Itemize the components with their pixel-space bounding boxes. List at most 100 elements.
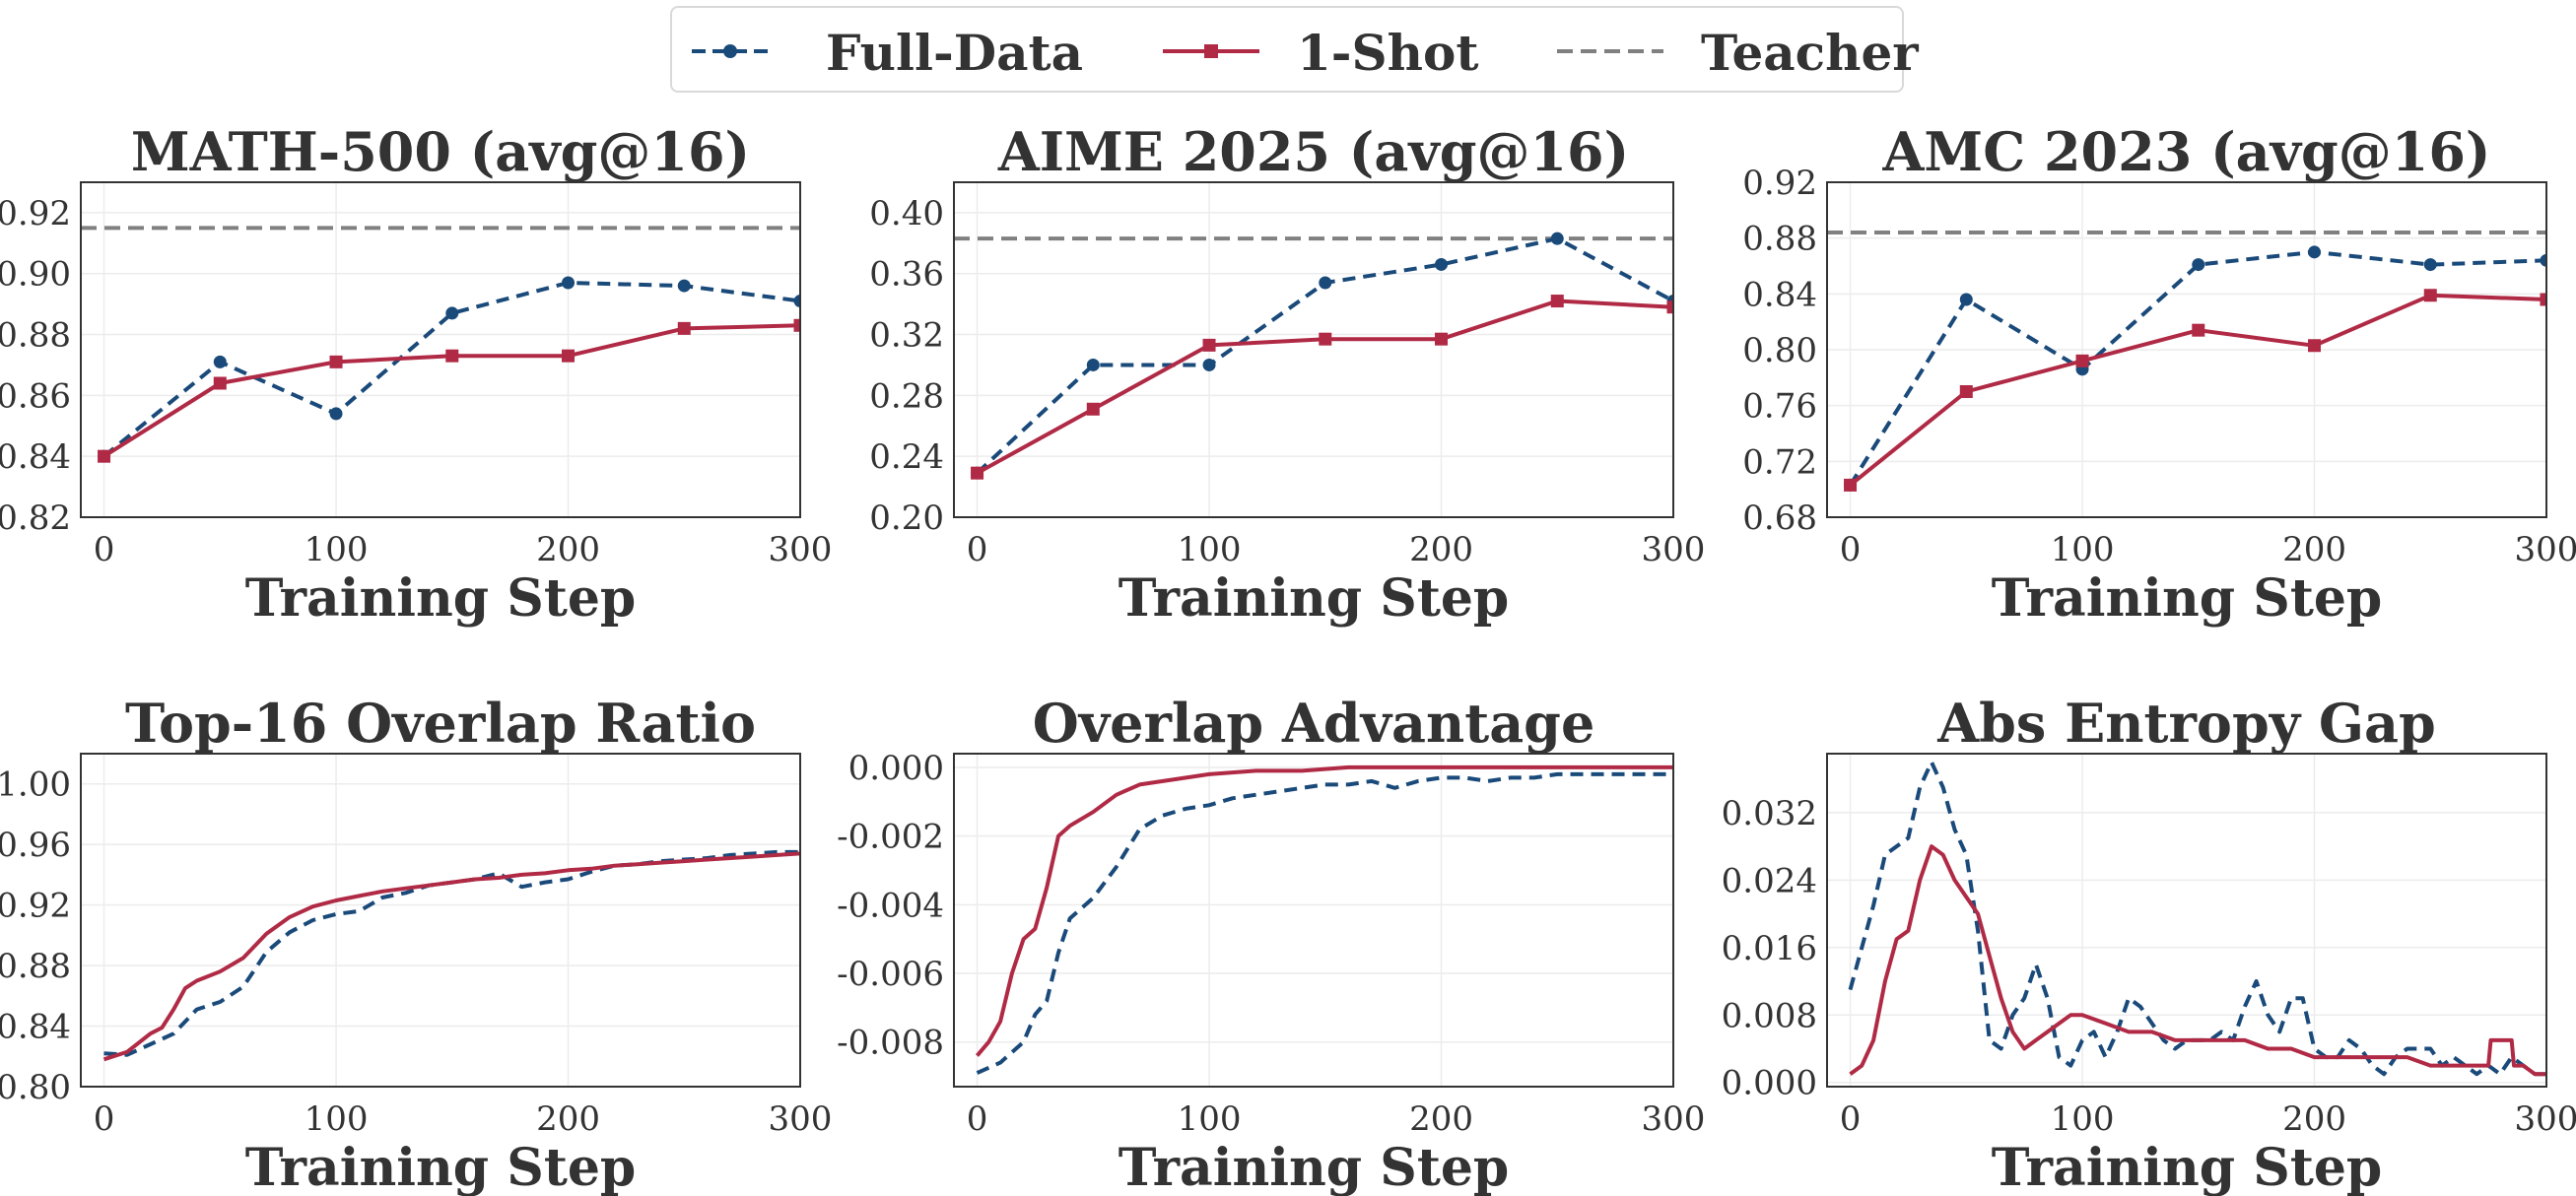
data-point-1-shot (329, 355, 343, 368)
x-tick-label: 0 (967, 530, 988, 569)
x-tick-label: 0 (1840, 530, 1862, 569)
x-tick-label: 200 (2282, 1099, 2346, 1139)
data-point-1-shot (1666, 300, 1673, 314)
data-point-1-shot (2308, 339, 2322, 353)
data-point-full-data (2192, 258, 2205, 272)
y-tick-label: 0.86 (0, 376, 71, 416)
data-point-1-shot (2192, 323, 2205, 337)
legend: Full-Data 1-Shot Teacher (670, 6, 1919, 93)
x-axis-label: Training Step (1119, 1138, 1510, 1196)
x-tick-label: 300 (1642, 530, 1706, 569)
y-tick-label: 0.008 (1722, 996, 1817, 1035)
x-tick-label: 200 (1409, 530, 1473, 569)
chart-top-16-overlap-ratio: 0.80 0.84 0.88 0.92 0.96 1.00 0 100 200 300 Traini… (0, 692, 832, 1196)
y-tick-label: 0.80 (1742, 331, 1817, 370)
y-tick-label: 0.84 (0, 1008, 71, 1047)
series-line-1-shot (102, 323, 800, 458)
series-line-full-data (1848, 760, 2546, 1077)
data-point-full-data (562, 276, 576, 290)
data-point-full-data (793, 295, 800, 308)
data-point-1-shot (971, 466, 984, 480)
x-tick-label: 100 (305, 530, 369, 569)
data-point-full-data (1550, 232, 1564, 245)
y-tick-label: 0.88 (0, 947, 71, 986)
x-tick-label: 0 (94, 530, 115, 569)
chart-title: Abs Entropy Gap (1936, 692, 2436, 755)
x-tick-label: 0 (94, 1099, 115, 1139)
x-tick-label: 300 (2515, 1099, 2576, 1139)
data-point-1-shot (213, 376, 227, 390)
data-point-1-shot (1319, 332, 1332, 346)
series-line-1-shot (102, 851, 800, 1062)
x-tick-label: 0 (967, 1099, 988, 1139)
x-axis-label: Training Step (245, 568, 637, 629)
data-point-1-shot (445, 349, 459, 363)
data-point-full-data (1959, 293, 1973, 306)
x-tick-label: 200 (536, 530, 600, 569)
data-point-full-data (329, 407, 343, 421)
plot-frame (1826, 181, 2547, 518)
y-tick-label: 1.00 (0, 765, 71, 805)
y-tick-label: 0.80 (0, 1068, 71, 1107)
y-tick-label: 0.92 (0, 194, 71, 233)
data-point-1-shot (1202, 338, 1216, 352)
legend-label-teacher: Teacher (1701, 24, 1919, 82)
x-tick-label: 300 (2515, 530, 2576, 569)
x-axis-label: Training Step (1992, 568, 2383, 629)
chart-title: Top-16 Overlap Ratio (125, 692, 756, 755)
x-tick-label: 100 (1178, 1099, 1242, 1139)
x-axis-label: Training Step (245, 1138, 637, 1196)
data-point-full-data (1086, 358, 1100, 371)
chart-aime-2025-avg-16: 0.20 0.24 0.28 0.32 0.36 0.40 0 100 200 300 Traini… (869, 120, 1705, 629)
data-point-full-data (1435, 257, 1449, 271)
data-point-1-shot (1959, 385, 1973, 398)
chart-title: AIME 2025 (avg@16) (997, 120, 1629, 183)
y-tick-label: 0.92 (0, 887, 71, 926)
y-tick-label: 0.84 (1742, 275, 1817, 314)
series-line-1-shot (976, 299, 1673, 475)
series-line-full-data (1848, 249, 2546, 487)
data-point-full-data (2308, 245, 2322, 259)
y-tick-label: 0.96 (0, 826, 71, 865)
plot-frame (80, 753, 801, 1088)
y-tick-label: -0.004 (837, 886, 944, 925)
chart-title: AMC 2023 (avg@16) (1882, 120, 2491, 183)
plot-frame (1826, 753, 2547, 1088)
y-tick-label: 0.024 (1722, 861, 1817, 900)
x-tick-label: 200 (2282, 530, 2346, 569)
y-tick-label: 0.24 (869, 437, 944, 477)
x-tick-label: 300 (769, 1099, 833, 1139)
data-point-1-shot (2075, 354, 2089, 367)
x-tick-label: 100 (2051, 530, 2115, 569)
x-tick-label: 200 (536, 1099, 600, 1139)
y-tick-label: 0.40 (869, 194, 944, 233)
x-tick-label: 100 (305, 1099, 369, 1139)
data-point-full-data (213, 355, 227, 368)
y-tick-label: 0.88 (0, 316, 71, 356)
y-tick-label: 0.032 (1722, 794, 1817, 833)
legend-label-full-data: Full-Data (826, 24, 1083, 82)
y-tick-label: 0.016 (1722, 929, 1817, 968)
x-tick-label: 100 (2051, 1099, 2115, 1139)
chart-title: MATH-500 (avg@16) (131, 120, 750, 183)
data-point-1-shot (1086, 402, 1100, 416)
data-point-full-data (1202, 358, 1216, 371)
x-axis-label: Training Step (1119, 568, 1510, 629)
y-tick-label: 0.84 (0, 437, 71, 477)
chart-overlap-advantage: -0.008 -0.006 -0.004 -0.002 0.000 0 100 200 300 T… (837, 692, 1705, 1196)
chart-title: Overlap Advantage (1033, 692, 1595, 755)
chart-amc-2023-avg-16: 0.68 0.72 0.76 0.80 0.84 0.88 0.92 0 100 200 300 Tr… (1742, 120, 2576, 629)
x-tick-label: 100 (1178, 530, 1242, 569)
data-point-1-shot (677, 321, 691, 335)
y-tick-label: 0.90 (0, 255, 71, 295)
plot-frame (80, 181, 801, 518)
series-line-1-shot (1849, 844, 2546, 1077)
y-tick-label: 0.92 (1742, 164, 1817, 203)
data-point-1-shot (562, 349, 576, 363)
y-tick-label: 0.20 (869, 498, 944, 538)
data-point-1-shot (1844, 478, 1858, 492)
data-point-1-shot (1435, 332, 1449, 346)
y-tick-label: 0.76 (1742, 387, 1817, 427)
chart-math-500-avg-16: 0.82 0.84 0.86 0.88 0.90 0.92 0 100 200 300 Traini… (0, 120, 832, 629)
legend-marker-full-data (723, 44, 737, 58)
